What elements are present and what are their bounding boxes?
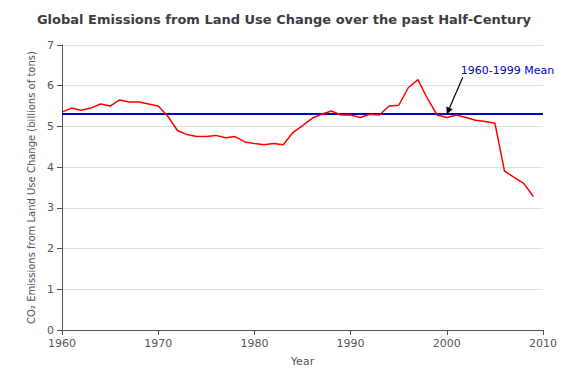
svg-text:CO₂ Emissions from Land Use Ch: CO₂ Emissions from Land Use Change (bill… [26, 51, 37, 324]
svg-text:Year: Year [290, 355, 315, 368]
svg-text:2000: 2000 [433, 337, 461, 350]
svg-text:1980: 1980 [240, 337, 268, 350]
svg-text:3: 3 [47, 201, 54, 214]
svg-text:2: 2 [47, 242, 54, 255]
svg-text:1990: 1990 [337, 337, 365, 350]
svg-text:2010: 2010 [529, 337, 557, 350]
svg-text:6: 6 [47, 79, 54, 92]
svg-text:1960-1999 Mean: 1960-1999 Mean [461, 64, 554, 77]
svg-text:5: 5 [47, 120, 54, 133]
svg-text:1: 1 [47, 283, 54, 296]
svg-text:7: 7 [47, 39, 54, 52]
svg-text:Global Emissions from Land Use: Global Emissions from Land Use Change ov… [37, 12, 532, 27]
svg-text:4: 4 [47, 161, 54, 174]
svg-text:1970: 1970 [144, 337, 172, 350]
svg-text:0: 0 [47, 324, 54, 337]
svg-text:1960: 1960 [48, 337, 76, 350]
